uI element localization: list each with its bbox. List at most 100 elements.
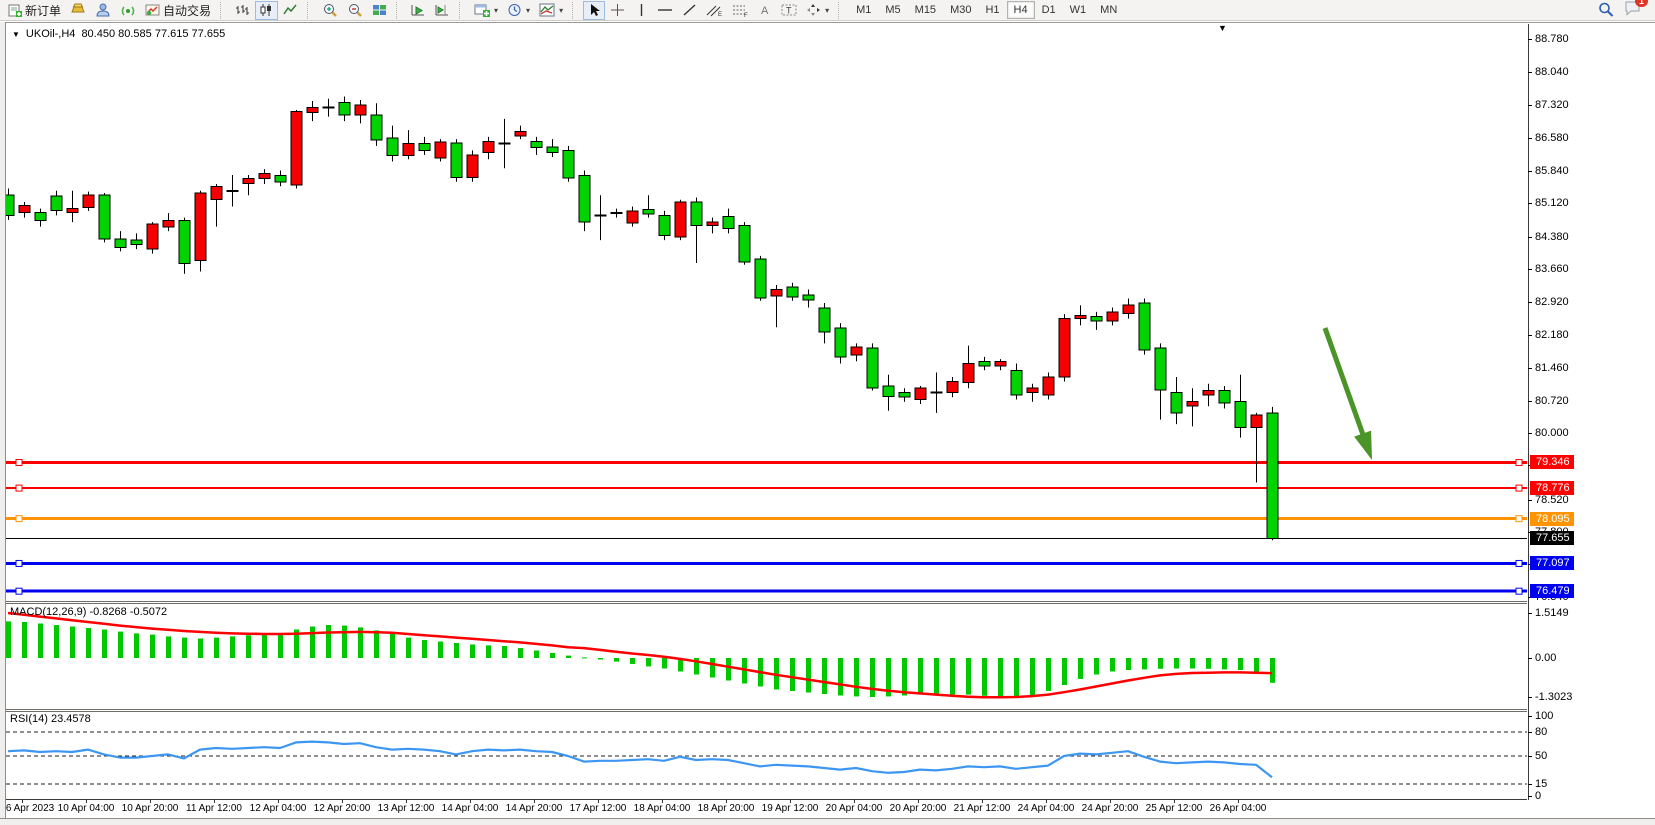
- x-axis-tick: [1046, 799, 1047, 803]
- auto-scroll-button[interactable]: [407, 1, 430, 20]
- candlestick: [6, 188, 15, 220]
- timeframe-button-m1[interactable]: M1: [856, 4, 872, 16]
- x-axis-label: 14 Apr 04:00: [441, 803, 499, 814]
- channel-tool-button[interactable]: E: [702, 1, 727, 20]
- candlestick: [370, 103, 383, 146]
- fibonacci-tool-button[interactable]: F: [728, 1, 753, 20]
- timeframe-button-h1[interactable]: H1: [985, 4, 1000, 16]
- macd-panel[interactable]: [6, 604, 1527, 709]
- new-chart-button[interactable]: ▾: [470, 1, 502, 20]
- macd-axis-label: 1.5149: [1535, 607, 1569, 619]
- annotation-arrow[interactable]: [1322, 327, 1367, 441]
- y-axis-tick: [1528, 171, 1532, 172]
- timeframe-button-m5[interactable]: M5: [885, 4, 901, 16]
- candlestick: [770, 284, 783, 328]
- search-icon[interactable]: [1598, 2, 1614, 18]
- line-anchor-marker[interactable]: [15, 587, 23, 595]
- candlestick: [402, 130, 415, 160]
- timeframe-button-d1[interactable]: D1: [1041, 4, 1056, 16]
- price-label-76.479: 76.479: [1530, 584, 1574, 598]
- line-anchor-marker[interactable]: [15, 515, 23, 523]
- macd-histogram-bar: [502, 646, 507, 658]
- crosshair-icon: [611, 4, 625, 16]
- timeframe-button-w1[interactable]: W1: [1069, 4, 1087, 16]
- rsi-panel[interactable]: [6, 712, 1527, 799]
- line-anchor-marker[interactable]: [1515, 587, 1523, 595]
- horizontal-line-tool-button[interactable]: [653, 1, 677, 20]
- line-chart-button[interactable]: [279, 1, 302, 20]
- templates-button[interactable]: ▾: [535, 1, 567, 20]
- candlestick: [178, 217, 191, 274]
- x-axis-tick: [726, 799, 727, 803]
- x-axis-tick: [918, 799, 919, 803]
- line-anchor-marker[interactable]: [1515, 559, 1523, 567]
- candlestick-chart-icon: [260, 4, 272, 16]
- tile-windows-button[interactable]: [368, 1, 391, 20]
- vertical-line-icon: [640, 4, 642, 16]
- macd-histogram-bar: [662, 658, 667, 669]
- candlestick: [434, 139, 447, 162]
- line-anchor-marker[interactable]: [1515, 484, 1523, 492]
- toolbar-separator: [459, 1, 466, 19]
- candlestick: [338, 96, 351, 122]
- line-anchor-marker[interactable]: [1515, 458, 1523, 466]
- trendline-tool-button[interactable]: [678, 1, 701, 20]
- line-anchor-marker[interactable]: [15, 484, 23, 492]
- candlestick-chart-button[interactable]: [255, 0, 279, 20]
- signals-button[interactable]: [116, 1, 140, 20]
- zoom-out-button[interactable]: [343, 1, 367, 20]
- label-tool-button[interactable]: T: [777, 1, 801, 20]
- x-axis-label: 17 Apr 12:00: [569, 803, 627, 814]
- chat-button[interactable]: 1: [1624, 0, 1648, 21]
- line-anchor-marker[interactable]: [15, 458, 23, 466]
- y-axis-label: 84.380: [1535, 231, 1569, 243]
- timeframe-button-m30[interactable]: M30: [950, 4, 972, 16]
- macd-axis-tick: [1528, 658, 1532, 659]
- cursor-tool-button[interactable]: [583, 0, 606, 20]
- text-tool-button[interactable]: A: [754, 1, 776, 20]
- line-anchor-marker[interactable]: [15, 559, 23, 567]
- period-button[interactable]: ▾: [503, 1, 534, 20]
- annotation-arrow-head[interactable]: [1354, 430, 1372, 460]
- macd-histogram-bar: [1110, 658, 1115, 672]
- candlestick: [610, 208, 623, 218]
- symbol-dropdown-icon[interactable]: ▼: [12, 29, 20, 39]
- macd-histogram-bar: [342, 625, 347, 658]
- arrow-objects-icon: [807, 4, 821, 16]
- x-axis-tick: [470, 799, 471, 803]
- auto-trading-button[interactable]: 自动交易: [141, 1, 215, 20]
- candlestick: [1122, 298, 1135, 319]
- candlestick: [802, 289, 815, 308]
- x-axis-tick: [278, 799, 279, 803]
- accounts-button[interactable]: [91, 1, 115, 20]
- chart-shift-button[interactable]: [431, 1, 454, 20]
- line-anchor-marker[interactable]: [1515, 515, 1523, 523]
- arrows-tool-button[interactable]: ▾: [802, 1, 833, 20]
- new-order-button[interactable]: 新订单: [4, 1, 65, 20]
- timeframe-button-mn[interactable]: MN: [1100, 4, 1118, 16]
- candlestick: [82, 191, 95, 211]
- signals-icon: [121, 6, 135, 16]
- rsi-axis-label: 100: [1535, 710, 1554, 722]
- panel-separator[interactable]: [6, 601, 1527, 604]
- crosshair-tool-button[interactable]: [606, 1, 629, 20]
- y-axis-label: 81.460: [1535, 362, 1569, 374]
- candlestick: [354, 100, 367, 124]
- macd-histogram-bar: [1158, 658, 1163, 669]
- timeframe-button-h4[interactable]: H4: [1006, 1, 1035, 19]
- gold-button[interactable]: [66, 1, 90, 20]
- bar-chart-button[interactable]: [231, 1, 254, 20]
- rsi-axis-tick: [1528, 756, 1532, 757]
- x-axis-tick: [214, 799, 215, 803]
- panel-separator[interactable]: [6, 709, 1527, 712]
- y-axis-label: 86.580: [1535, 132, 1569, 144]
- rsi-axis-tick: [1528, 732, 1532, 733]
- price-chart-panel[interactable]: [6, 24, 1527, 601]
- x-axis-tick: [22, 799, 23, 803]
- vertical-line-tool-button[interactable]: [630, 1, 652, 20]
- zoom-in-button[interactable]: [318, 1, 342, 20]
- macd-axis-tick: [1528, 697, 1532, 698]
- y-axis-tick: [1528, 269, 1532, 270]
- clock-icon: [508, 4, 521, 16]
- timeframe-button-m15[interactable]: M15: [914, 4, 937, 16]
